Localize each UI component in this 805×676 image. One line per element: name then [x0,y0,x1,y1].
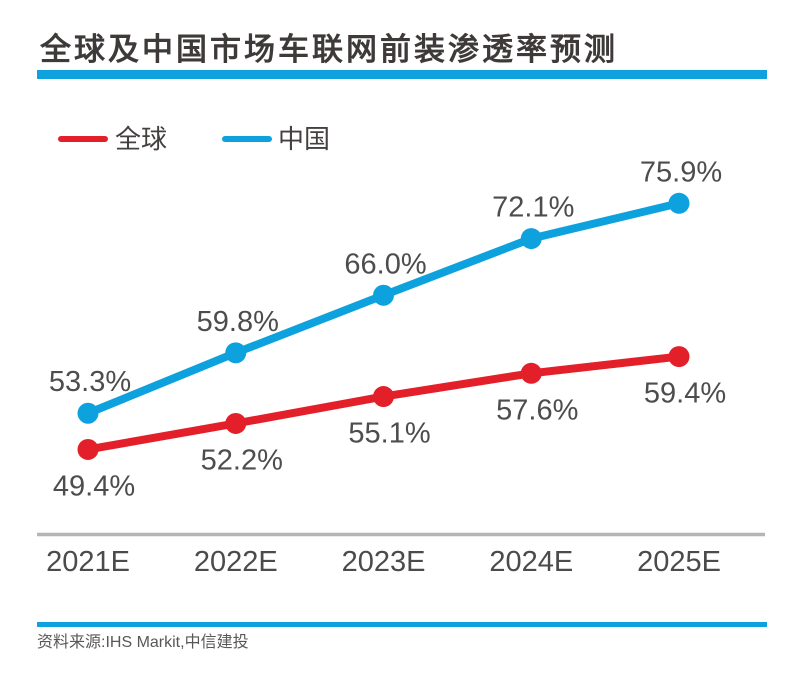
footer-divider-bar [37,622,767,627]
data-point [373,284,394,306]
x-axis-label-2023E: 2023E [342,546,426,578]
data-point [668,192,690,214]
data-point [520,228,542,250]
x-axis-label-2022E: 2022E [194,546,278,578]
value-label: 49.4% [53,470,135,502]
value-label: 53.3% [49,366,131,398]
value-label: 55.1% [348,418,430,450]
legend-swatch-china [222,136,272,142]
data-point [77,438,99,460]
value-label: 72.1% [492,192,574,224]
value-label: 59.8% [197,306,279,338]
title-underline-bar [37,70,767,79]
data-point [520,362,542,384]
x-axis-label-2021E: 2021E [46,546,130,578]
data-point [225,342,247,364]
data-point [373,386,394,408]
value-label: 75.9% [640,156,722,188]
data-point [77,402,99,424]
source-note: 资料来源:IHS Markit,中信建投 [37,634,249,651]
data-point [225,412,247,434]
x-axis-label-2024E: 2024E [489,546,573,578]
chart-title: 全球及中国市场车联网前装渗透率预测 [40,32,618,67]
value-label: 52.2% [201,444,283,476]
series-line-1 [86,199,680,417]
x-axis-label-2025E: 2025E [637,546,721,578]
legend-label-china: 中国 [278,124,331,154]
value-label: 57.6% [496,394,578,426]
legend-label-global: 全球 [115,124,168,154]
value-label: 66.0% [344,248,426,280]
value-label: 59.4% [644,378,726,410]
legend-swatch-global [58,136,108,142]
data-point [668,346,690,368]
